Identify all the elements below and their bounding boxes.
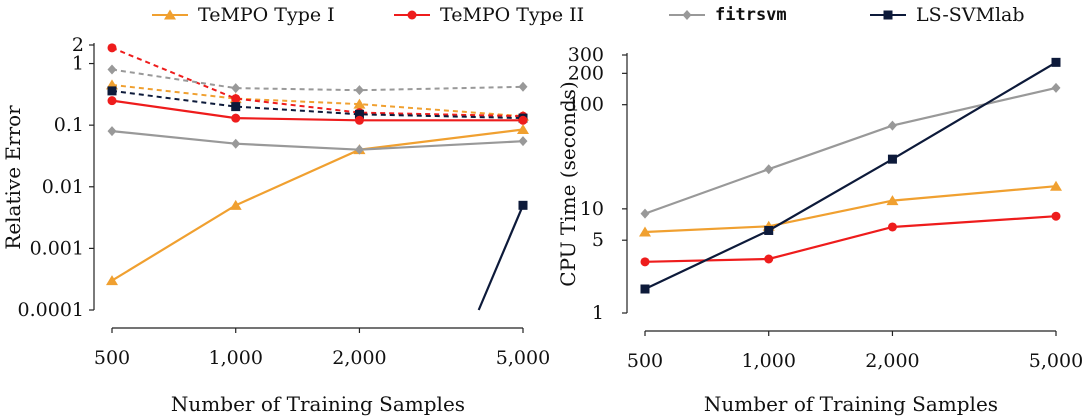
chart-left: 500 1,000 2,000 5,000 0.0001 0.001 0.01 0.1 12 Nu… <box>1 34 550 416</box>
y-tick-label: 300 <box>568 44 604 66</box>
data-point-lssvm-dashed <box>107 86 117 96</box>
x-tick-label: 2,000 <box>332 347 386 369</box>
series-line-tempo1-solid <box>111 128 524 282</box>
legend-item-lssvm: LS-SVMlab <box>868 2 1025 28</box>
data-point-tempo2-solid <box>231 113 241 123</box>
data-point-fitrsvm-solid <box>518 136 528 147</box>
legend-marker-tempo1 <box>164 9 176 20</box>
data-point-lssvm-solid <box>518 200 528 210</box>
x-axis-title: Number of Training Samples <box>171 392 465 416</box>
legend: TeMPO Type I TeMPO Type II fitrsvm LS-SVMla… <box>0 0 1084 36</box>
data-point-fitrsvm-solid <box>1051 82 1061 93</box>
legend-swatch-fitrsvm <box>669 10 705 20</box>
x-tick-label: 1,000 <box>742 350 796 372</box>
data-point-tempo2-solid <box>107 96 117 106</box>
data-point-tempo1-solid <box>1050 180 1062 191</box>
series-line-tempo2-solid <box>644 215 1057 263</box>
x-tick-label: 500 <box>94 347 130 369</box>
data-point-tempo1-solid <box>886 195 899 206</box>
x-axis-title: Number of Training Samples <box>704 392 998 416</box>
y-tick-label: 100 <box>568 94 604 116</box>
legend-item-tempo1: TeMPO Type I <box>150 2 335 28</box>
legend-label-lssvm: LS-SVMlab <box>916 4 1025 26</box>
data-point-tempo2-solid <box>1051 211 1061 221</box>
data-point-tempo1-solid <box>106 275 118 286</box>
y-axis-title: CPU Time (seconds) <box>556 81 580 286</box>
data-point-tempo2-solid <box>764 254 774 264</box>
legend-marker-lssvm <box>883 10 893 20</box>
data-point-tempo1-solid <box>639 226 651 237</box>
data-point-tempo2-dashed <box>107 43 117 53</box>
series-line-tempo2-solid <box>111 99 523 122</box>
data-point-fitrsvm-solid <box>107 126 117 137</box>
data-point-tempo2-solid <box>518 115 528 125</box>
series-line-tempo1-dashed <box>111 83 524 118</box>
legend-label-tempo1: TeMPO Type I <box>198 4 335 26</box>
data-point-fitrsvm-dashed <box>231 83 241 94</box>
legend-swatch-lssvm <box>870 10 906 20</box>
y-tick-label: 0.1 <box>54 114 84 136</box>
data-point-fitrsvm-solid <box>354 144 364 155</box>
data-point-tempo2-solid <box>640 257 650 267</box>
data-point-tempo1-solid <box>517 124 529 135</box>
y-tick-label: 0.01 <box>42 176 84 198</box>
data-point-tempo2-dashed <box>231 94 241 104</box>
legend-swatch-tempo2 <box>394 10 430 20</box>
data-point-tempo2-solid <box>887 222 897 232</box>
y-axis-title: Relative Error <box>1 105 25 250</box>
x-tick-label: 5,000 <box>496 347 550 369</box>
series-line-tempo1-solid <box>644 185 1057 234</box>
x-tick-label: 2,000 <box>865 350 919 372</box>
data-point-lssvm-solid <box>640 284 650 294</box>
series-line-tempo2-dashed <box>111 46 524 118</box>
y-tick-label: 200 <box>568 62 604 84</box>
data-point-tempo1-solid <box>229 199 242 210</box>
data-point-fitrsvm-solid <box>231 138 241 149</box>
data-point-lssvm-dashed <box>354 109 364 119</box>
x-tick-label: 500 <box>627 350 663 372</box>
data-point-fitrsvm-dashed <box>518 81 528 92</box>
legend-item-tempo2: TeMPO Type II <box>392 2 584 28</box>
y-tick-label: 5 <box>592 229 604 251</box>
y-tick-label: 10 <box>580 198 604 220</box>
legend-item-fitrsvm: fitrsvm <box>667 2 787 28</box>
legend-marker-fitrsvm <box>682 10 692 20</box>
y-tick-label: 0.001 <box>30 237 84 259</box>
y-tick-label: 1 <box>72 53 84 75</box>
data-point-fitrsvm-solid <box>764 164 774 175</box>
series-line-fitrsvm-solid <box>644 86 1057 215</box>
data-point-lssvm-solid <box>764 225 774 235</box>
y-tick-label: 1 <box>592 302 604 324</box>
data-point-fitrsvm-dashed <box>354 85 364 96</box>
data-point-fitrsvm-solid <box>640 208 650 219</box>
legend-label-fitrsvm: fitrsvm <box>715 5 787 25</box>
series-line-lssvm-solid <box>644 61 1057 290</box>
data-point-tempo1-dashed <box>353 98 366 109</box>
legend-swatch-tempo1 <box>152 9 188 20</box>
legend-marker-tempo2 <box>407 10 417 20</box>
x-tick-label: 5,000 <box>1029 350 1083 372</box>
data-point-fitrsvm-solid <box>887 120 897 131</box>
series-line-lssvm-solid <box>477 204 525 311</box>
data-point-fitrsvm-dashed <box>107 64 117 75</box>
legend-label-tempo2: TeMPO Type II <box>440 4 585 26</box>
data-point-lssvm-dashed <box>231 102 241 112</box>
data-point-lssvm-solid <box>1051 57 1061 67</box>
x-tick-label: 1,000 <box>209 347 263 369</box>
y-tick-label: 0.0001 <box>18 299 84 321</box>
y-tick-label: 2 <box>72 34 84 56</box>
data-point-lssvm-solid <box>887 154 897 164</box>
series-line-fitrsvm-solid <box>111 130 524 151</box>
data-point-tempo2-solid <box>354 115 364 125</box>
